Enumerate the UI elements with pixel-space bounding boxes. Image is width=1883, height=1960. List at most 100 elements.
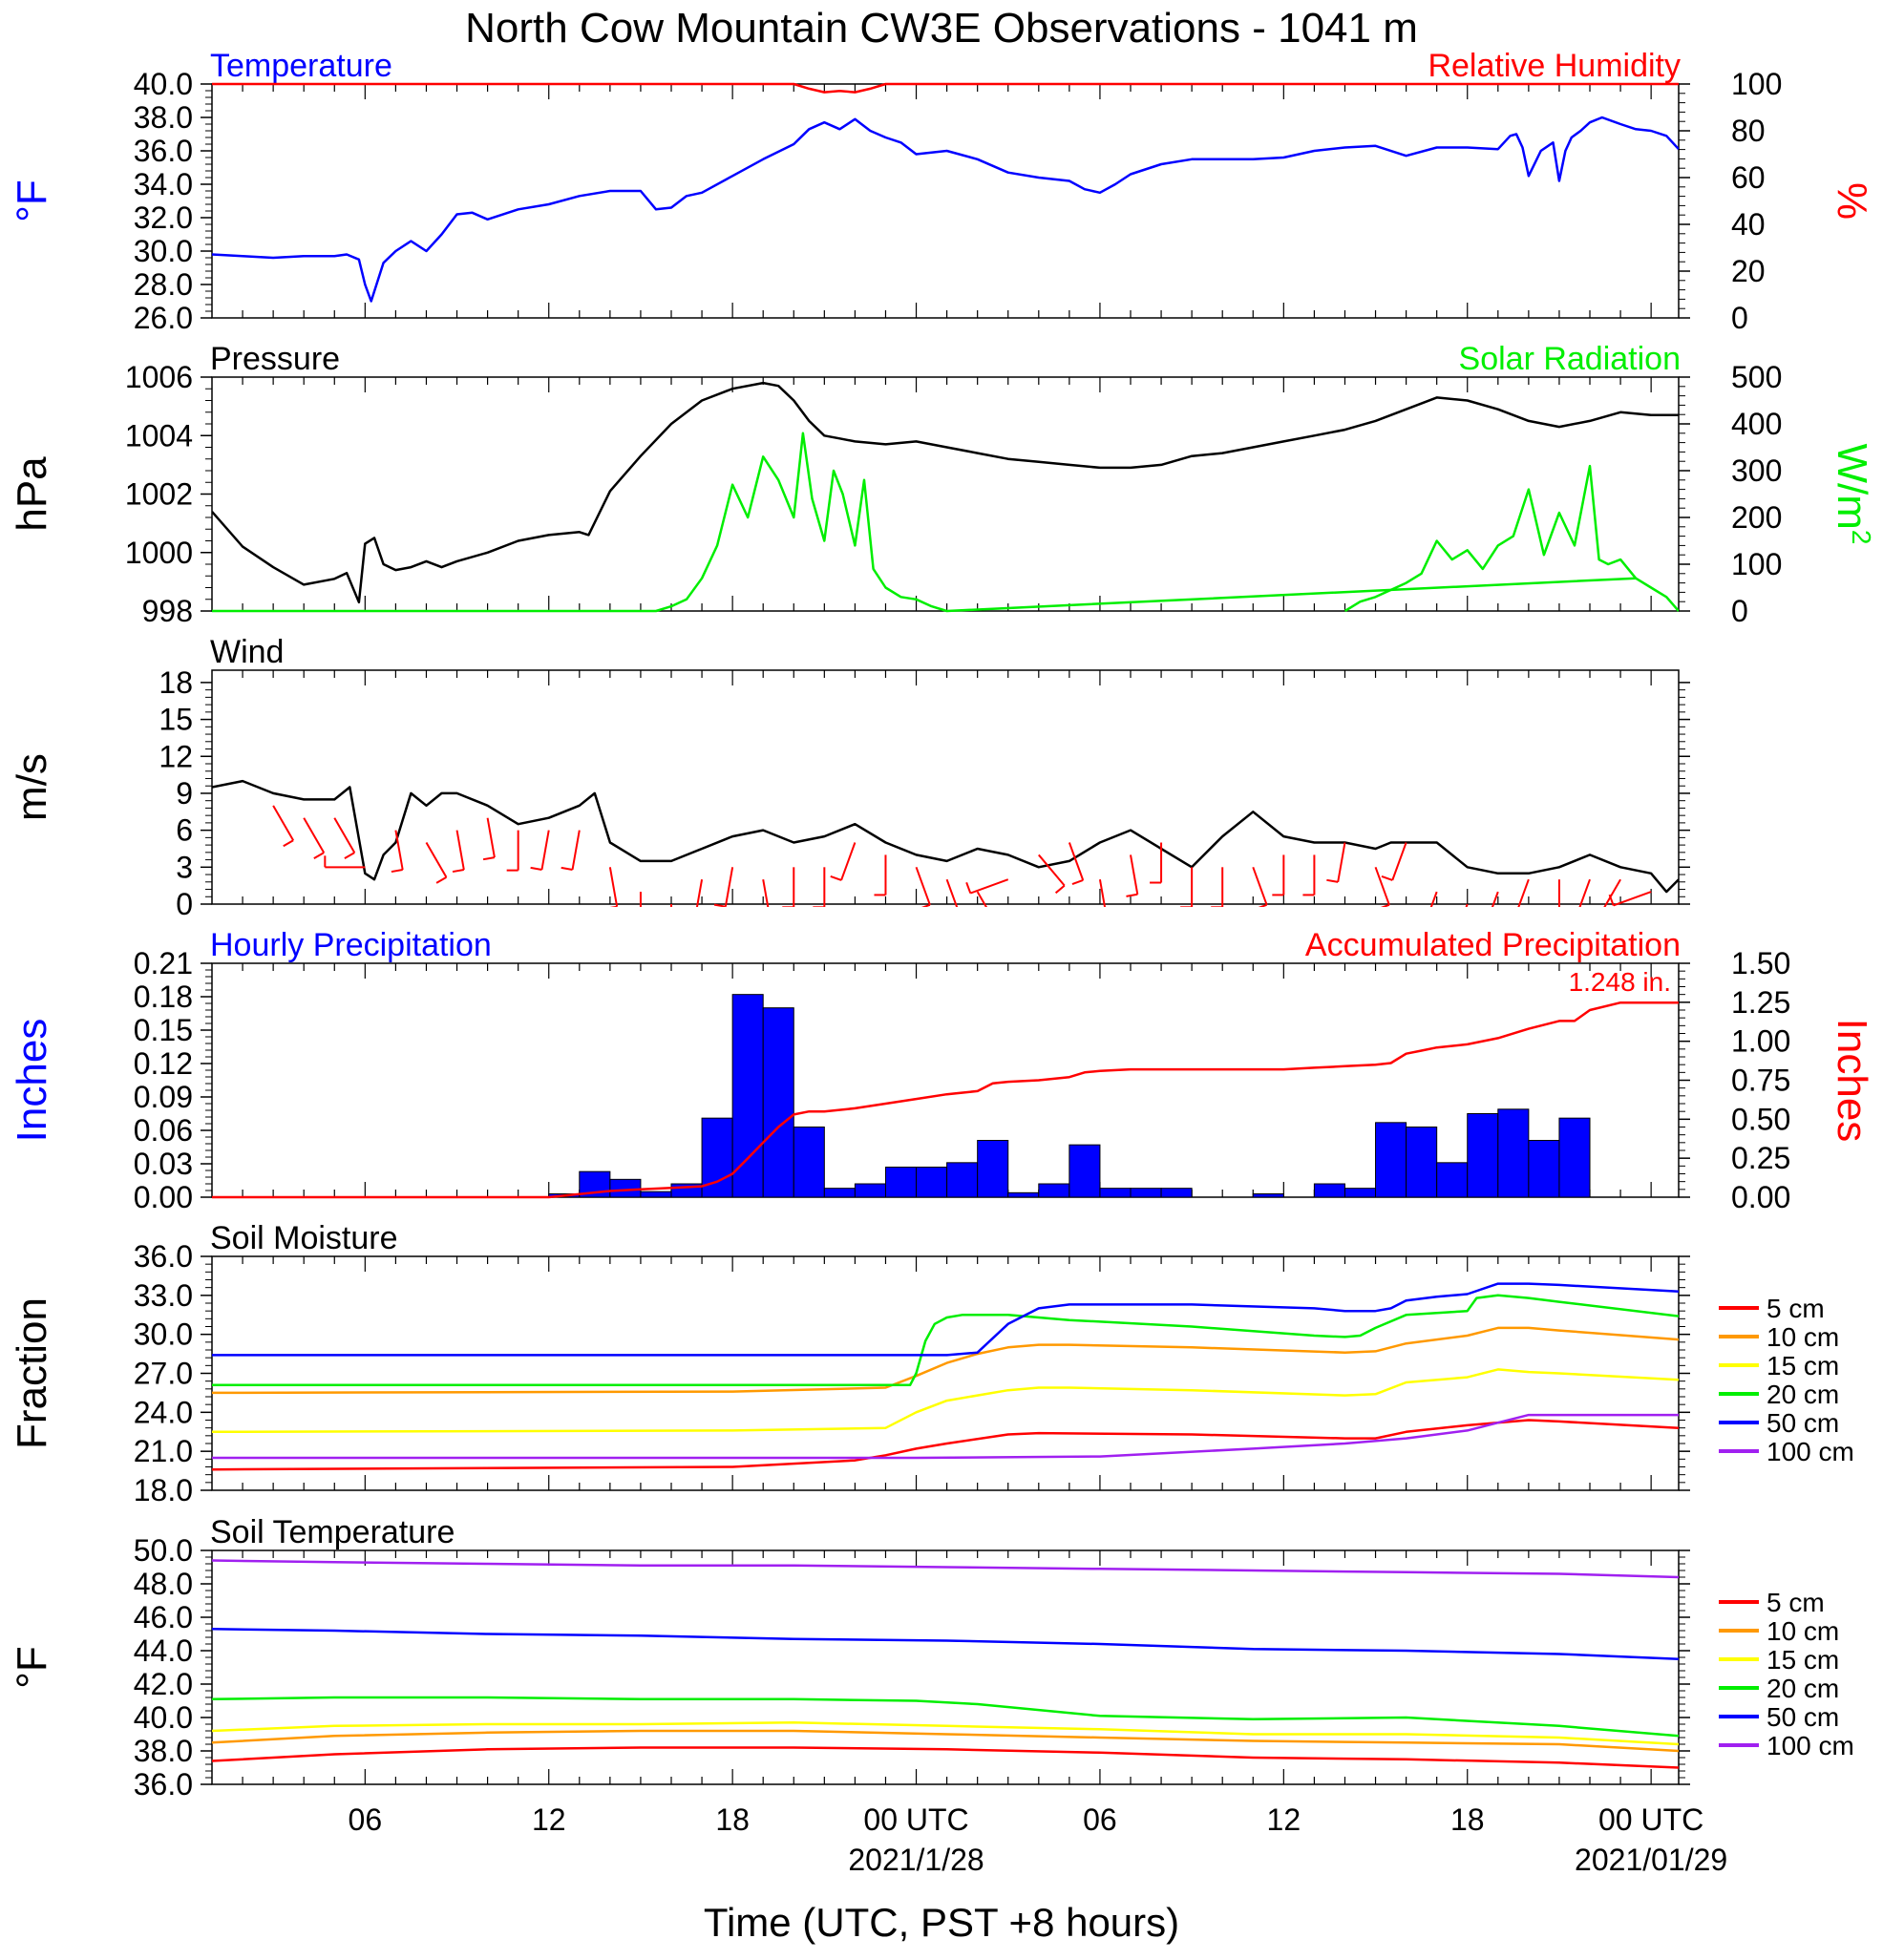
accumulated-annotation: 1.248 in. [1569,967,1671,997]
wind-barb [1337,842,1346,883]
series-line-5-cm [212,1746,1679,1769]
wind-barb [1391,842,1407,881]
y-tick-label-left: 15 [159,703,193,737]
y-axis-label-left: °F [9,1646,55,1688]
legend-label: 10 cm [1767,1322,1839,1352]
precip-bar [1130,1188,1162,1198]
series-line-10-cm [212,1729,1679,1753]
wind-barb-feather [1381,875,1393,881]
wind-barb [724,867,734,907]
legend-label: 5 cm [1767,1294,1825,1323]
legend-label: 15 cm [1767,1351,1839,1380]
series-line-solar-radiation-day-2- [1343,464,1679,613]
series-line-temperature [212,116,1679,303]
precip-bar [1406,1127,1438,1198]
wind-barb [1068,842,1085,881]
y-tick-label-left: 32.0 [134,200,193,235]
y-tick-label-left: 36.0 [134,1767,193,1802]
legend-label: 15 cm [1767,1645,1839,1675]
precip-bar [854,1183,886,1198]
series-line-15-cm [212,1368,1679,1434]
wind-barb [1098,879,1107,907]
x-date-label: 2021/1/28 [848,1843,984,1877]
y-tick-label-right: 300 [1731,453,1782,488]
legend-label: 100 cm [1767,1731,1854,1760]
series-line-100-cm [212,1559,1679,1579]
y-tick-label-left: 1004 [125,418,193,453]
y-axis-label-right: % [1829,182,1875,220]
wind-barb-feather [313,852,325,859]
y-tick-label-left: 46.0 [134,1600,193,1634]
wind-barb-feather [561,866,573,871]
precip-bar [640,1191,672,1198]
wind-barb [425,842,448,878]
y-tick-label-left: 44.0 [134,1633,193,1668]
wind-barb [394,830,404,871]
y-tick-label-left: 38.0 [134,100,193,135]
y-tick-label-left: 0.09 [134,1080,193,1114]
wind-barb-feather [435,876,447,884]
y-tick-label-left: 24.0 [134,1395,193,1429]
y-axis-label-right: Inches [1829,1019,1875,1143]
wind-barb [945,878,959,907]
x-tick-label: 18 [715,1802,750,1837]
y-tick-label-right: 1.00 [1731,1024,1790,1059]
y-tick-label-right: 40 [1731,207,1766,242]
wind-barb [1613,891,1652,907]
y-tick-label-right: 0.00 [1731,1180,1790,1214]
plot-frame [211,1549,1680,1785]
wind-barb [1130,854,1139,895]
y-tick-label-left: 9 [176,776,193,811]
series-line-relative-humidity [212,82,1679,94]
panel-title-left: Wind [210,634,284,670]
wind-barb [1491,891,1499,907]
precip-bar [884,1167,918,1198]
wind-barb-feather [1126,893,1138,897]
legend-label: 50 cm [1767,1702,1839,1732]
y-tick-label-left: 33.0 [134,1278,193,1313]
precip-bar [1375,1122,1407,1198]
y-tick-label-left: 18.0 [134,1473,193,1507]
panel-soil_moisture: 18.0 21.0 24.0 27.0 30.0 33.0 36.0 Soil Moistur… [9,1220,1854,1507]
y-axis-label-left: °F [9,179,55,221]
precip-bar [1343,1188,1377,1198]
series-line-100-cm [212,1413,1679,1460]
y-tick-label-left: 1002 [125,477,193,512]
y-axis-label-left: m/s [9,753,55,821]
wind-barb [976,891,988,907]
wind-barb-feather [1608,894,1615,906]
data-layer [212,994,1679,1199]
y-tick-label-left: 38.0 [134,1734,193,1768]
legend-label: 20 cm [1767,1380,1839,1409]
wind-barb-feather [920,903,931,907]
panel-temperature: 26.028.030.032.034.036.038.040.0 0 20 40 60 8… [9,48,1875,335]
wind-barb [1252,866,1268,906]
legend-label: 20 cm [1767,1674,1839,1703]
wind-barb [486,817,496,858]
wind-barb [915,866,931,906]
series-line-15-cm [212,1721,1679,1746]
precip-bar [1099,1188,1132,1198]
y-tick-label-right: 0 [1731,301,1748,335]
wind-barb [540,830,550,871]
precip-bar [1436,1162,1469,1198]
y-tick-label-left: 12 [159,739,193,773]
series-line-10-cm [212,1326,1679,1395]
data-layer [212,381,1679,613]
x-tick-label: 12 [532,1802,566,1837]
precip-bar [916,1167,948,1198]
y-tick-label-right: 200 [1731,500,1782,535]
precip-bar [1313,1183,1345,1198]
precip-bar [1252,1193,1284,1198]
y-tick-label-right: 20 [1731,254,1766,288]
wind-barb-feather [830,875,842,881]
y-tick-label-left: 0.18 [134,980,193,1014]
wind-barb-feather [530,866,542,871]
panel-title-left: Soil Temperature [210,1514,455,1550]
precip-bar [1007,1191,1040,1198]
y-tick-label-right: 1.50 [1731,946,1790,980]
y-axis-label-left: Fraction [9,1297,55,1449]
wind-barb-feather [1054,884,1066,895]
